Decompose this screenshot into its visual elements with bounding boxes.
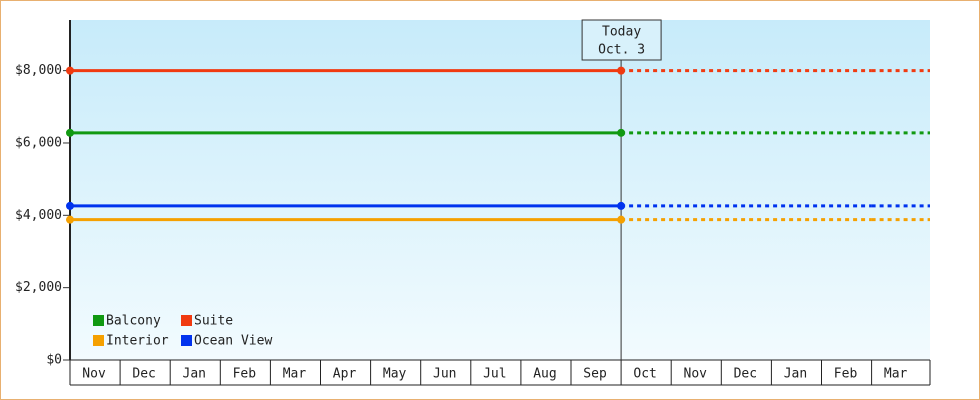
legend-swatch xyxy=(93,335,104,346)
today-date: Oct. 3 xyxy=(598,43,645,58)
point xyxy=(617,215,626,224)
x-tick-label: Dec xyxy=(132,367,155,382)
x-tick-label: Aug xyxy=(533,367,556,382)
x-tick-label: Oct xyxy=(633,367,656,382)
y-tick-label: $6,000 xyxy=(15,135,62,150)
point xyxy=(66,201,74,210)
x-tick-label: Jan xyxy=(784,367,807,382)
point xyxy=(617,66,626,75)
x-tick-label: Jun xyxy=(433,367,456,382)
y-tick-label: $8,000 xyxy=(15,63,62,78)
point xyxy=(66,66,74,75)
x-tick-label: May xyxy=(383,367,407,382)
point xyxy=(66,215,74,224)
x-tick-label: Nov xyxy=(82,367,106,382)
plot-area xyxy=(70,20,930,360)
y-tick-label: $0 xyxy=(46,353,62,368)
legend-label: Suite xyxy=(194,314,233,329)
x-tick-label: Feb xyxy=(233,367,257,382)
y-tick-label: $2,000 xyxy=(15,280,62,295)
legend-label: Balcony xyxy=(106,314,161,329)
x-tick-label: Feb xyxy=(834,367,858,382)
y-tick-label: $4,000 xyxy=(15,208,62,223)
x-tick-label: Dec xyxy=(734,367,757,382)
x-tick-label: Jul xyxy=(483,367,506,382)
x-tick-label: Sep xyxy=(583,367,607,382)
point xyxy=(617,201,626,210)
legend-swatch xyxy=(93,315,104,326)
x-tick-label: Apr xyxy=(333,367,357,382)
x-tick-label: Mar xyxy=(283,367,307,382)
today-box xyxy=(581,19,662,61)
legend-label: Interior xyxy=(106,334,169,349)
point xyxy=(617,128,626,137)
today-label: Today xyxy=(602,25,641,40)
x-tick-label: Jan xyxy=(183,367,206,382)
x-tick-label: Mar xyxy=(884,367,908,382)
x-tick-label: Nov xyxy=(684,367,708,382)
legend-label: Ocean View xyxy=(194,334,272,349)
legend-swatch xyxy=(181,335,192,346)
point xyxy=(66,128,74,137)
legend-swatch xyxy=(181,315,192,326)
